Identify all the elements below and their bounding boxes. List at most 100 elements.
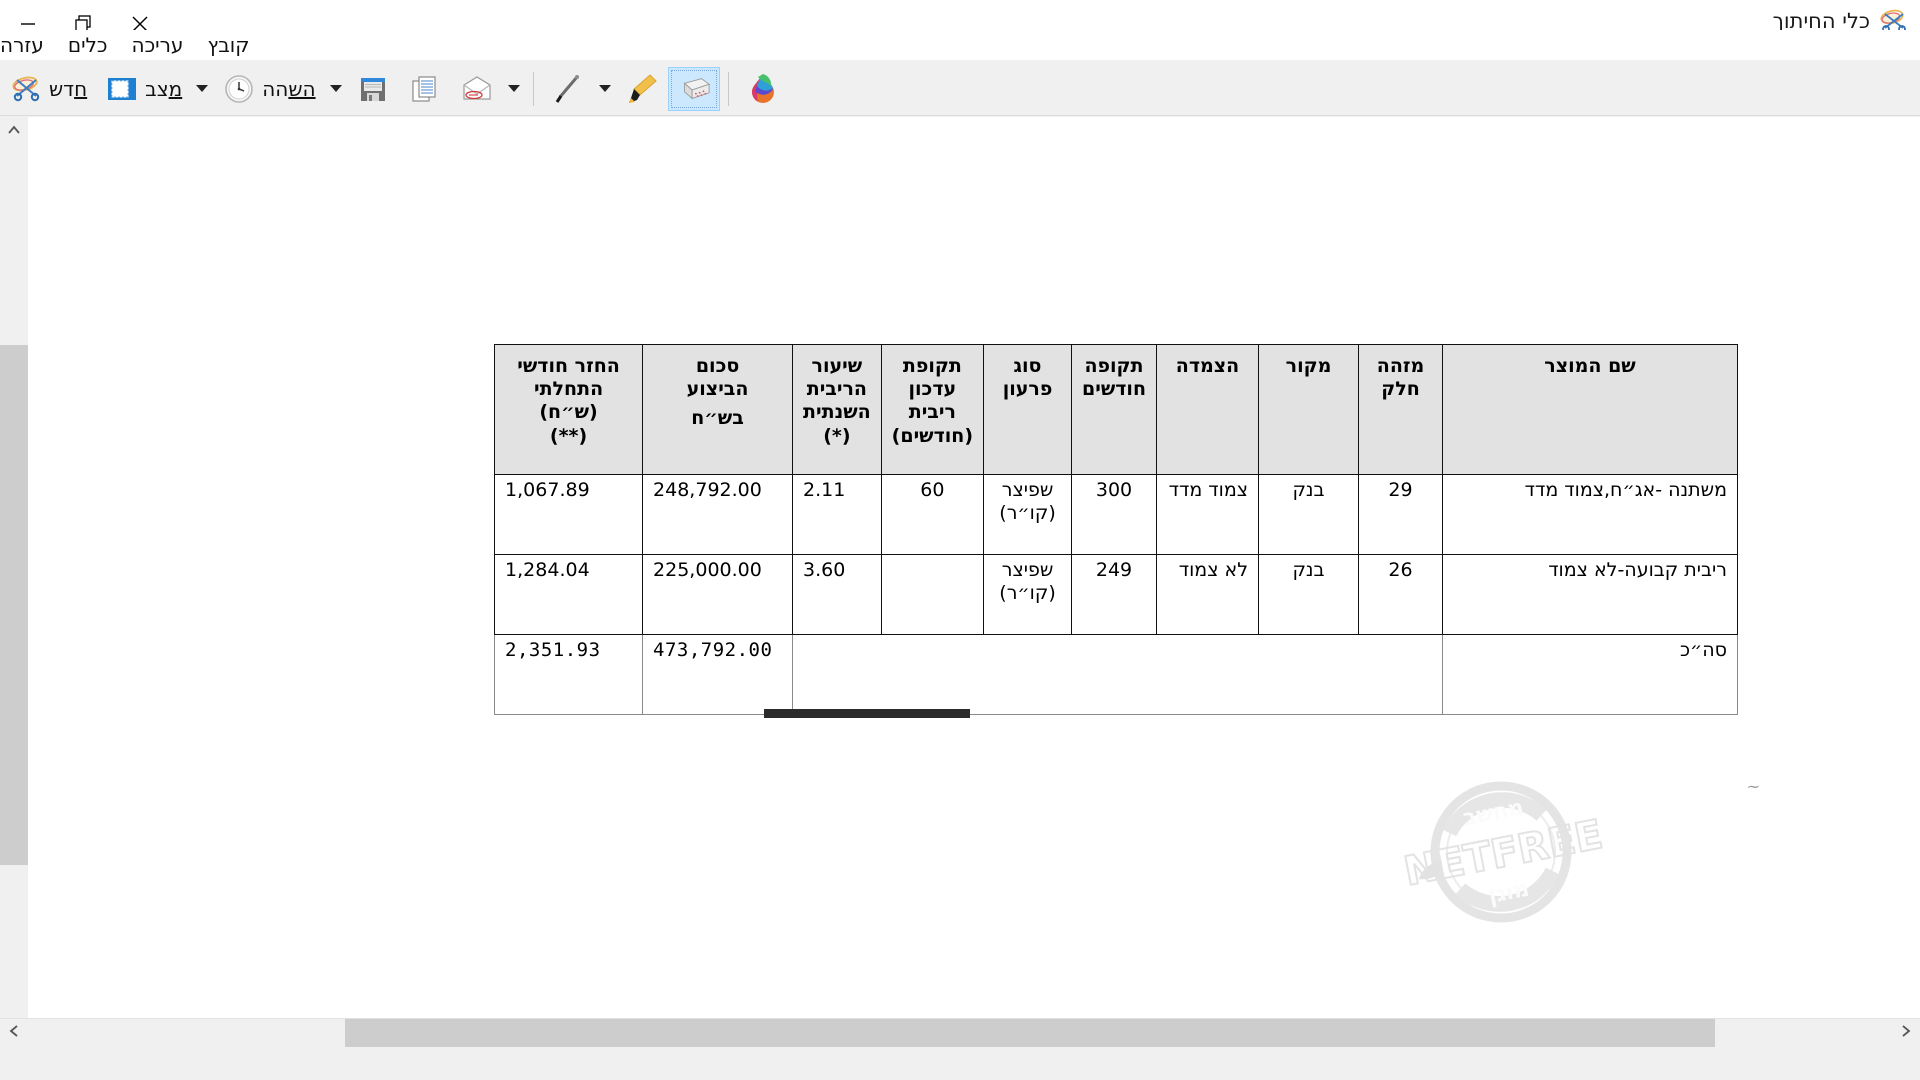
chevron-down-icon [598, 80, 612, 98]
loans-table: שם המוצר מזהה חלק מקור הצמדה תקופה חודשי… [494, 344, 1738, 715]
th-part-id: מזהה חלק [1358, 344, 1443, 475]
th-linkage: הצמדה [1156, 344, 1259, 475]
scroll-up-button[interactable] [0, 117, 28, 145]
th-sum-line2: הביצוע [686, 378, 749, 401]
eraser-icon [677, 72, 711, 106]
menu-item-help[interactable]: עזרה [0, 33, 44, 57]
send-email-button[interactable] [451, 67, 503, 111]
vertical-scrollbar[interactable] [0, 117, 29, 1047]
minimize-icon [17, 13, 39, 35]
pen-tool-button[interactable] [542, 67, 594, 111]
cell-source: בנק [1258, 554, 1359, 635]
mode-label: מצב [145, 77, 182, 101]
th-sum-line4: בש״ח [691, 407, 744, 430]
chevron-right-icon [1901, 1024, 1911, 1043]
menu-item-tools[interactable]: כלים [67, 33, 108, 57]
th-payment-type: סוג פרעון [983, 344, 1073, 475]
th-monthly-return: החזר חודשי התחלתי (ש״ח) (**) [494, 344, 644, 475]
th-update-period: תקופת עדכון ריבית (חודשים) [880, 344, 985, 475]
th-period-line2: חודשים [1082, 378, 1146, 401]
delay-button[interactable]: השהה [213, 67, 324, 111]
horizontal-scrollbar[interactable] [0, 1018, 1920, 1047]
mode-button[interactable]: מצב [96, 67, 191, 111]
floppy-save-icon [356, 72, 390, 106]
th-monthly-return-line4: (**) [549, 424, 588, 447]
th-payment-type-line1: סוג [1013, 355, 1042, 377]
th-monthly-return-line3: (ש״ח) [539, 401, 598, 424]
chevron-down-icon [195, 80, 209, 98]
pen-dropdown-caret[interactable] [503, 67, 525, 111]
scissors-icon [1878, 8, 1908, 34]
cell-annual-rate: 3.60 [792, 554, 882, 635]
th-source: מקור [1258, 344, 1359, 475]
cell-period-months: 249 [1071, 554, 1157, 635]
ink-color-button[interactable] [737, 67, 789, 111]
scroll-right-button[interactable] [1892, 1019, 1920, 1047]
cell-monthly-return: 1,284.04 [494, 554, 644, 635]
horizontal-scroll-thumb[interactable] [345, 1019, 1715, 1047]
cell-product-name: משתנה -אג״ח,צמוד מדד [1442, 474, 1738, 555]
watermark-brand: NETFREE [1400, 812, 1606, 895]
th-update-period-line3: ריבית [908, 401, 956, 424]
th-sum-line1: סכום [695, 355, 740, 377]
eraser-tool-button[interactable] [667, 66, 720, 111]
scroll-left-button[interactable] [0, 1019, 28, 1047]
cell-payment-type-line1: שפיצר [1001, 559, 1054, 581]
highlighter-tool-button[interactable] [616, 67, 668, 111]
cell-total-blank [792, 634, 1443, 715]
pen-icon [551, 72, 585, 106]
th-update-period-line4: (חודשים) [891, 424, 974, 447]
copy-snip-button[interactable] [399, 67, 451, 111]
th-annual-rate-line1: שיעור [811, 355, 863, 377]
menu-bar: קובץ עריכה כלים עזרה [0, 30, 1920, 60]
watermark-bottom-text: מוגן [1486, 877, 1531, 909]
table-header: שם המוצר מזהה חלק מקור הצמדה תקופה חודשי… [494, 344, 1738, 475]
canvas-area: שם המוצר מזהה חלק מקור הצמדה תקופה חודשי… [0, 117, 1920, 1047]
cell-total-monthly-return: 2,351.93 [494, 634, 644, 715]
delay-rest: הה [262, 76, 289, 101]
cell-update-period [880, 554, 985, 635]
th-update-period-line2: עדכון [908, 378, 957, 401]
save-dropdown-caret[interactable] [325, 67, 347, 111]
cell-linkage: צמוד מדד [1156, 474, 1259, 555]
cell-total-label: סה״כ [1442, 634, 1738, 715]
th-monthly-return-line1: החזר חודשי [517, 355, 620, 377]
th-update-period-line1: תקופת [902, 355, 962, 377]
save-snip-button[interactable] [347, 67, 399, 111]
copy-icon [408, 72, 442, 106]
chevron-left-icon [9, 1024, 19, 1043]
redaction-bar [870, 709, 970, 718]
menu-item-edit[interactable]: עריכה [131, 33, 184, 57]
mode-rest: צב [145, 76, 169, 101]
th-part-id-line2: חלק [1381, 378, 1420, 401]
cell-monthly-return: 1,067.89 [494, 474, 644, 555]
cell-payment-type-line2: (קו״ר) [999, 502, 1056, 525]
cell-product-name: ריבית קבועה-לא צמוד [1442, 554, 1738, 635]
menu-item-file[interactable]: קובץ [207, 33, 250, 57]
table-row: ריבית קבועה-לא צמוד 26 בנק לא צמוד 249 ש… [494, 554, 1738, 635]
th-period: תקופה חודשים [1071, 344, 1157, 475]
snip-image: שם המוצר מזהה חלק מקור הצמדה תקופה חודשי… [28, 117, 1920, 1019]
highlighter-dropdown-caret[interactable] [594, 67, 616, 111]
netfree-watermark: מחשב מוגן NETFREE [1386, 767, 1616, 937]
minimize-button[interactable] [0, 4, 56, 44]
mode-dropdown-caret[interactable] [191, 67, 213, 111]
th-annual-rate-line2: הריבית [806, 378, 867, 401]
cell-payment-type-line1: שפיצר [1001, 479, 1054, 501]
table-body: משתנה -אג״ח,צמוד מדד 29 בנק צמוד מדד 300… [494, 474, 1738, 715]
th-annual-rate-line4: (*) [823, 424, 851, 447]
vertical-scroll-thumb[interactable] [0, 345, 28, 865]
cell-period-months: 300 [1071, 474, 1157, 555]
toolbar: חדש מצב [0, 62, 1920, 116]
close-button[interactable] [112, 4, 168, 44]
table-row: משתנה -אג״ח,צמוד מדד 29 בנק צמוד מדד 300… [494, 474, 1738, 555]
new-snip-button[interactable]: חדש [0, 67, 96, 111]
mode-accel: מ [168, 76, 183, 101]
table-header-row: שם המוצר מזהה חלק מקור הצמדה תקופה חודשי… [494, 344, 1738, 475]
email-envelope-icon [460, 72, 494, 106]
cell-payment-type-line2: (קו״ר) [999, 582, 1056, 605]
title-area: כלי החיתוך [1773, 4, 1908, 38]
clock-icon [222, 72, 256, 106]
watermark-top-text: מחשב [1461, 795, 1526, 831]
